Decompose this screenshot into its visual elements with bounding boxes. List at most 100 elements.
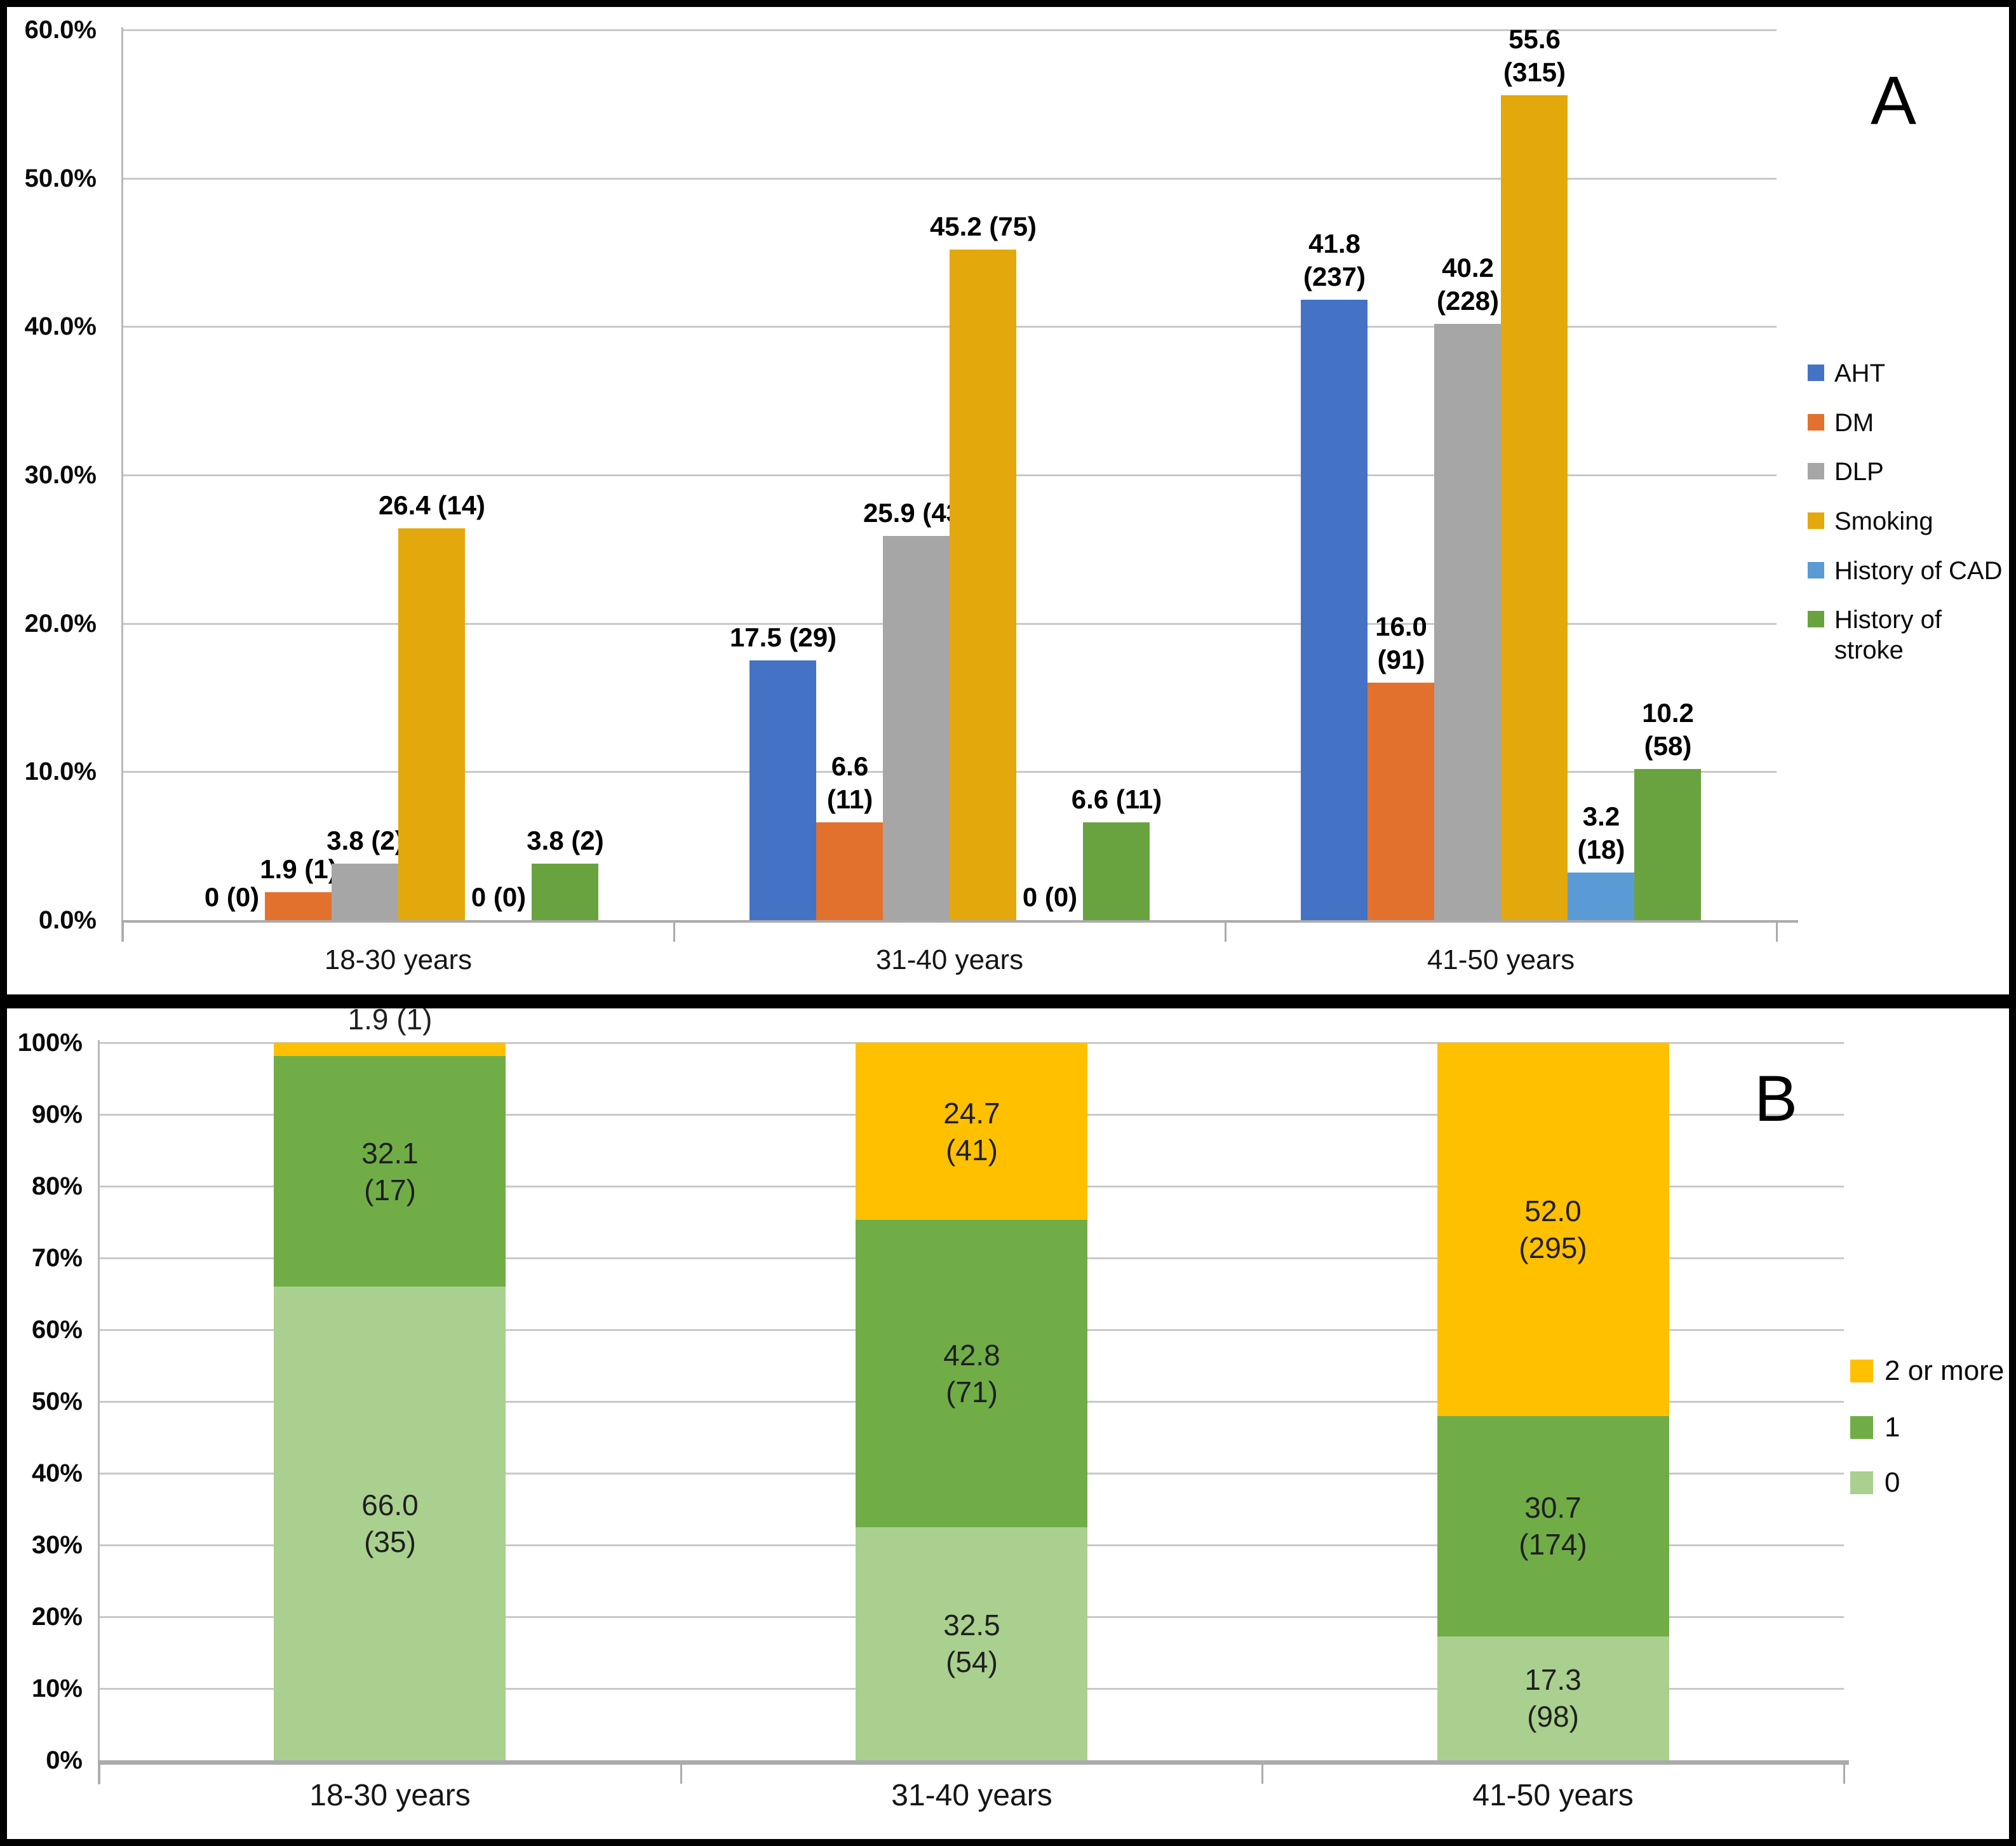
segment-b-0-31-40-years (856, 1527, 1087, 1760)
legend-b-item-1: 1 (1850, 1411, 1900, 1444)
x-axis-tick-a-3 (1776, 920, 1778, 942)
legend-text-line: AHT (1834, 359, 1885, 387)
panel-b-label: B (1754, 1062, 1798, 1135)
bar-label-a-history-of-stroke-31-40-years: 6.6 (11) (1012, 783, 1221, 816)
bar-label-line: 6.6 (831, 751, 869, 781)
ytick-a-30-0: 30.0% (24, 461, 97, 489)
bar-label-line: 3.8 (2) (527, 826, 604, 855)
x-label-b-18-30-years: 18-30 years (309, 1779, 471, 1812)
legend-text-line: stroke (1834, 636, 1904, 664)
bar-label-a-history-of-cad-41-50-years: 3.2 (18) (1496, 800, 1706, 866)
ytick-a-0-0: 0.0% (38, 906, 97, 934)
bar-label-a-history-of-stroke-18-30-years: 3.8 (2) (460, 824, 670, 857)
legend-b-text: 0 (1885, 1466, 1900, 1499)
ytick-a-50-0: 50.0% (24, 164, 97, 192)
x-label-b-41-50-years: 41-50 years (1472, 1779, 1634, 1812)
ytick-b-70: 70% (31, 1244, 83, 1272)
ytick-b-50: 50% (31, 1388, 83, 1415)
segment-label-b-2-or-more-31-40-years: 24.7 (41) (857, 1095, 1086, 1168)
segment-label-line: (174) (1519, 1528, 1587, 1561)
y-axis-line-b (98, 1040, 100, 1784)
ytick-b-0: 0% (46, 1746, 83, 1774)
legend-a-item-history-of-cad: History of CAD (1808, 556, 2003, 586)
ytick-b-60: 60% (31, 1316, 83, 1344)
legend-a-text: AHT (1834, 358, 1885, 389)
segment-label-line: 32.1 (361, 1137, 419, 1170)
bar-label-a-history-of-cad-31-40-years: 0 (0) (945, 881, 1155, 914)
segment-b-2-or-more-18-30-years (274, 1043, 506, 1056)
bar-label-line: 6.6 (11) (1071, 784, 1162, 814)
ytick-a-40-0: 40.0% (24, 312, 97, 340)
x-axis-line-b (98, 1760, 1849, 1765)
bar-a-smoking-41-50-years (1501, 95, 1568, 920)
bar-a-dm-31-40-years (816, 822, 883, 920)
history-of-cad-legend-swatch (1808, 562, 1824, 579)
bar-label-line: 16.0 (1375, 612, 1427, 641)
legend-a-item-history-of-stroke: History of stroke (1808, 605, 1942, 665)
x-axis-tick-a-0 (122, 920, 124, 942)
legend-text-line: DM (1834, 409, 1874, 437)
1-legend-swatch (1850, 1416, 1873, 1439)
bar-label-line: (18) (1577, 834, 1625, 864)
bar-label-a-history-of-cad-18-30-years: 0 (0) (394, 881, 603, 914)
bar-label-a-dm-31-40-years: 6.6 (11) (745, 750, 955, 816)
segment-label-line: (71) (946, 1375, 998, 1408)
x-label-a-31-40-years: 31-40 years (875, 944, 1024, 975)
bar-label-a-dm-18-30-years: 1.9 (1) (194, 853, 403, 886)
x-label-a-41-50-years: 41-50 years (1427, 944, 1575, 975)
x-axis-tick-b-3 (1843, 1765, 1845, 1784)
bar-a-dm-18-30-years (265, 892, 332, 920)
bar-a-history-of-stroke-18-30-years (532, 864, 598, 920)
legend-text-line: 2 or more (1885, 1355, 2005, 1386)
bar-a-dlp-18-30-years (332, 864, 398, 920)
legend-a-text: History of CAD (1834, 556, 2003, 586)
bar-label-line: 0 (0) (471, 882, 527, 912)
ytick-a-10-0: 10.0% (24, 758, 97, 786)
segment-label-line: (35) (364, 1525, 416, 1558)
x-axis-tick-b-0 (98, 1765, 100, 1784)
segment-label-line: (17) (364, 1174, 416, 1207)
x-axis-line-a (121, 920, 1798, 923)
bar-label-a-aht-18-30-years: 0 (0) (127, 881, 337, 914)
bar-label-a-history-of-stroke-41-50-years: 10.2 (58) (1563, 697, 1773, 763)
legend-a-item-smoking: Smoking (1808, 506, 1933, 537)
segment-label-line: (295) (1519, 1231, 1587, 1264)
ytick-b-100: 100% (17, 1029, 83, 1057)
panel-a-label: A (1871, 62, 1917, 138)
segment-label-line: 32.5 (943, 1609, 1000, 1642)
dlp-legend-swatch (1808, 463, 1824, 479)
segment-b-1-31-40-years (856, 1220, 1087, 1527)
legend-b-item-2-or-more: 2 or more (1850, 1354, 2004, 1388)
segment-label-b-2-or-more-18-30-years: 1.9 (1) (276, 1001, 504, 1038)
bar-a-history-of-stroke-41-50-years (1634, 769, 1701, 920)
bar-label-line: (91) (1377, 645, 1425, 674)
bar-label-a-aht-31-40-years: 17.5 (29) (678, 621, 888, 654)
bar-a-smoking-18-30-years (398, 528, 465, 920)
segment-label-b-0-18-30-years: 66.0 (35) (276, 1487, 504, 1560)
bar-a-history-of-cad-41-50-years (1568, 873, 1634, 920)
bar-label-a-smoking-18-30-years: 26.4 (14) (327, 489, 537, 522)
y-axis-line-a (121, 27, 123, 942)
legend-text-line: History of (1834, 606, 1942, 634)
aht-legend-swatch (1808, 365, 1824, 381)
bar-label-a-aht-41-50-years: 41.8 (237) (1230, 227, 1439, 293)
grid-a-50 (123, 178, 1777, 180)
ytick-b-20: 20% (31, 1603, 83, 1631)
bar-a-dm-41-50-years (1368, 683, 1434, 920)
legend-b-item-0: 0 (1850, 1466, 1900, 1499)
bar-label-line: 41.8 (1308, 229, 1361, 258)
legend-a-item-aht: AHT (1808, 358, 1885, 389)
2-or-more-legend-swatch (1850, 1360, 1873, 1382)
segment-b-0-41-50-years (1437, 1636, 1669, 1760)
legend-text-line: History of CAD (1834, 557, 2003, 585)
bar-label-a-smoking-31-40-years: 45.2 (75) (878, 210, 1088, 243)
segment-b-2-or-more-31-40-years (856, 1043, 1087, 1220)
x-axis-tick-b-2 (1261, 1765, 1263, 1784)
bar-label-line: 26.4 (14) (378, 490, 486, 520)
bar-label-line: (58) (1644, 731, 1692, 761)
0-legend-swatch (1850, 1471, 1873, 1494)
legend-text-line: Smoking (1834, 507, 1933, 535)
segment-label-line: 30.7 (1524, 1491, 1582, 1524)
